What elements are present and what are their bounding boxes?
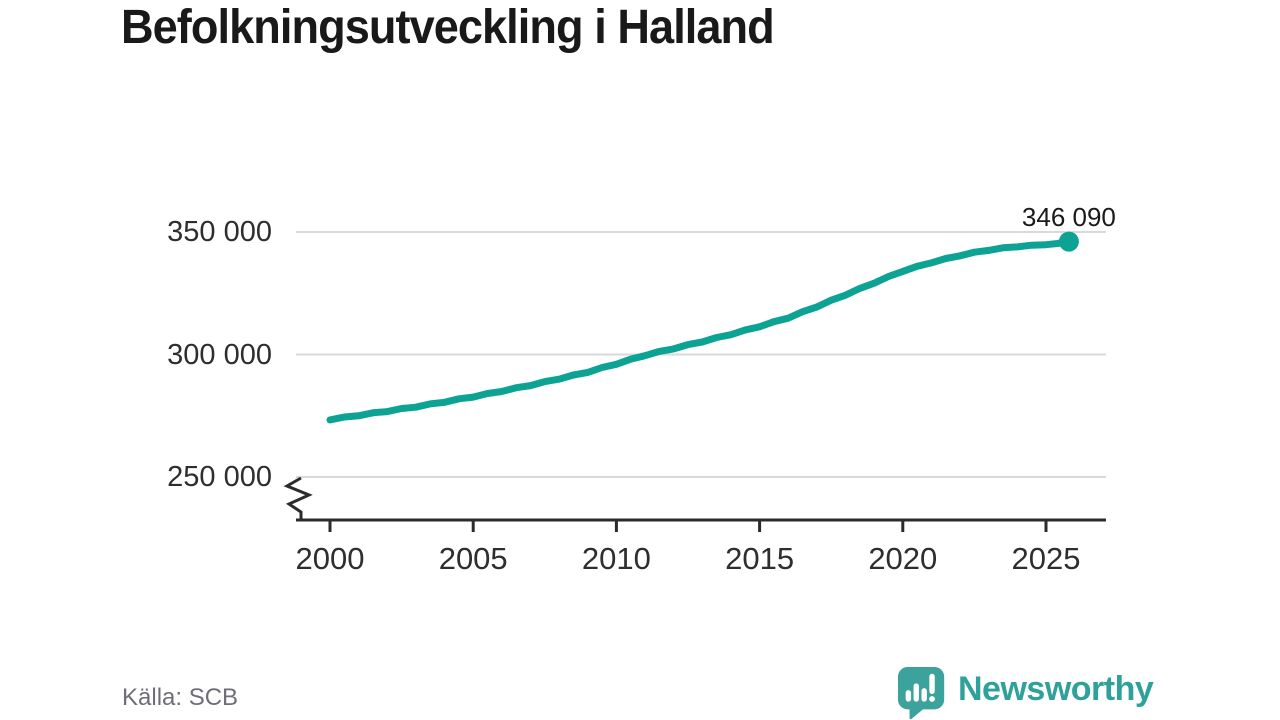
series	[326, 231, 1079, 424]
latest-value-annotation: 346 090	[1021, 201, 1116, 232]
latest-point-marker	[1058, 231, 1079, 252]
x-tick-label: 2005	[438, 541, 508, 576]
y-tick-label: 300 000	[167, 338, 272, 371]
x-tick-label: 2020	[868, 541, 938, 576]
source-note: Källa: SCB	[122, 684, 239, 711]
axis-break-icon	[283, 476, 313, 520]
gridlines	[296, 231, 1106, 478]
y-tick-label: 250 000	[167, 461, 272, 493]
newsworthy-logo: Newsworthy	[897, 665, 1167, 720]
x-tick-label: 2025	[1011, 541, 1081, 576]
newsworthy-bubble-chart-icon	[897, 667, 945, 720]
newsworthy-wordmark: Newsworthy	[958, 670, 1154, 708]
axes	[283, 476, 1106, 532]
x-tick-label: 2000	[295, 541, 365, 576]
x-tick-label: 2010	[581, 541, 651, 576]
population-line	[326, 238, 1073, 424]
y-tick-label: 350 000	[167, 216, 272, 248]
page-title: Befolkningsutveckling i Halland	[121, 1, 775, 54]
x-tick-label: 2015	[725, 541, 795, 576]
